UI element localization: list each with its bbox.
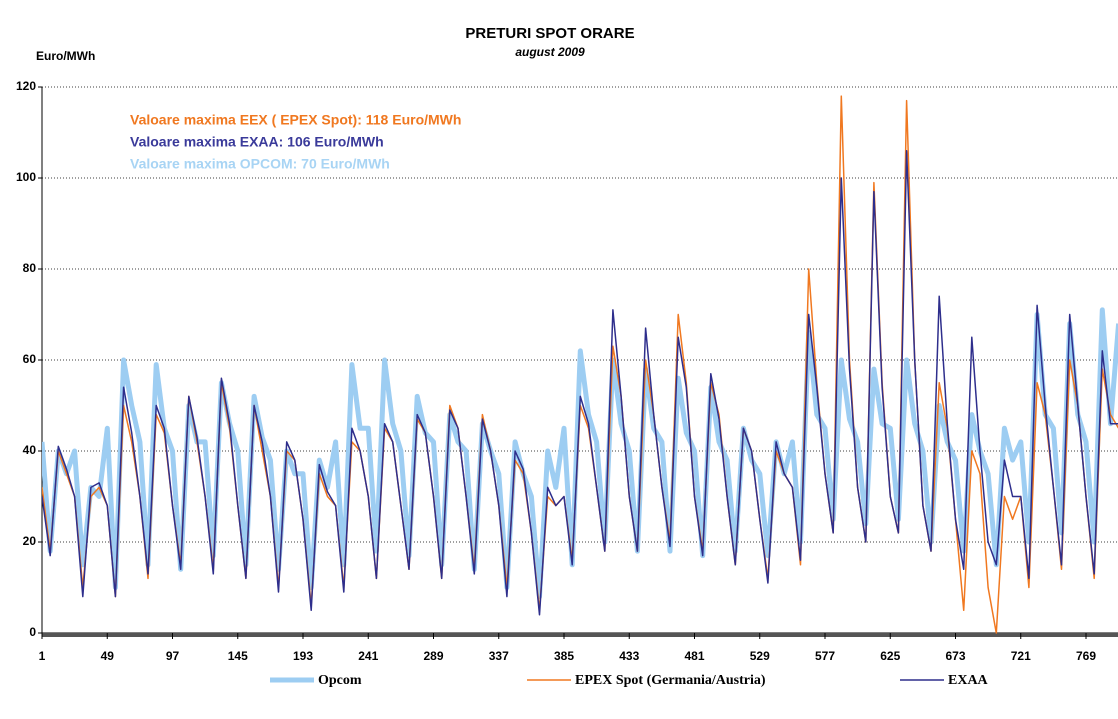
x-tick-label: 289 — [423, 649, 443, 663]
annotation: Valoare maxima OPCOM: 70 Euro/MWh — [130, 156, 390, 172]
legend-label: EPEX Spot (Germania/Austria) — [575, 673, 766, 688]
x-tick-label: 49 — [101, 649, 115, 663]
legend-label: Opcom — [318, 673, 362, 688]
x-tick-label: 337 — [489, 649, 509, 663]
x-tick-label: 241 — [358, 649, 378, 663]
annotation: Valoare maxima EXAA: 106 Euro/MWh — [130, 134, 384, 150]
y-tick-label: 100 — [16, 170, 36, 184]
y-tick-label: 60 — [23, 352, 37, 366]
plot-area — [42, 95, 1118, 634]
series-line — [42, 307, 1118, 600]
x-tick-label: 625 — [880, 649, 900, 663]
x-minor-ticks — [42, 633, 1118, 637]
y-axis-label: Euro/MWh — [36, 49, 95, 63]
x-tick-label: 145 — [228, 649, 248, 663]
x-tick-label: 577 — [815, 649, 835, 663]
x-tick-label: 769 — [1076, 649, 1096, 663]
legend-label: EXAA — [948, 673, 989, 688]
x-tick-label: 529 — [750, 649, 770, 663]
x-tick-label: 481 — [684, 649, 704, 663]
x-tick-label: 193 — [293, 649, 313, 663]
series-line — [42, 149, 1118, 616]
chart-subtitle: august 2009 — [515, 45, 585, 59]
annotation: Valoare maxima EEX ( EPEX Spot): 118 Eur… — [130, 112, 461, 128]
chart-title: PRETURI SPOT ORARE — [465, 25, 634, 42]
x-tick-label: 97 — [166, 649, 180, 663]
y-tick-label: 80 — [23, 261, 37, 275]
x-tick-label: 721 — [1011, 649, 1031, 663]
x-tick-label: 385 — [554, 649, 574, 663]
y-tick-label: 0 — [29, 625, 36, 639]
x-tick-label: 1 — [39, 649, 46, 663]
y-tick-label: 20 — [23, 534, 37, 548]
y-tick-label: 120 — [16, 79, 36, 93]
y-tick-label: 40 — [23, 443, 37, 457]
x-tick-label: 673 — [945, 649, 965, 663]
x-tick-label: 433 — [619, 649, 639, 663]
